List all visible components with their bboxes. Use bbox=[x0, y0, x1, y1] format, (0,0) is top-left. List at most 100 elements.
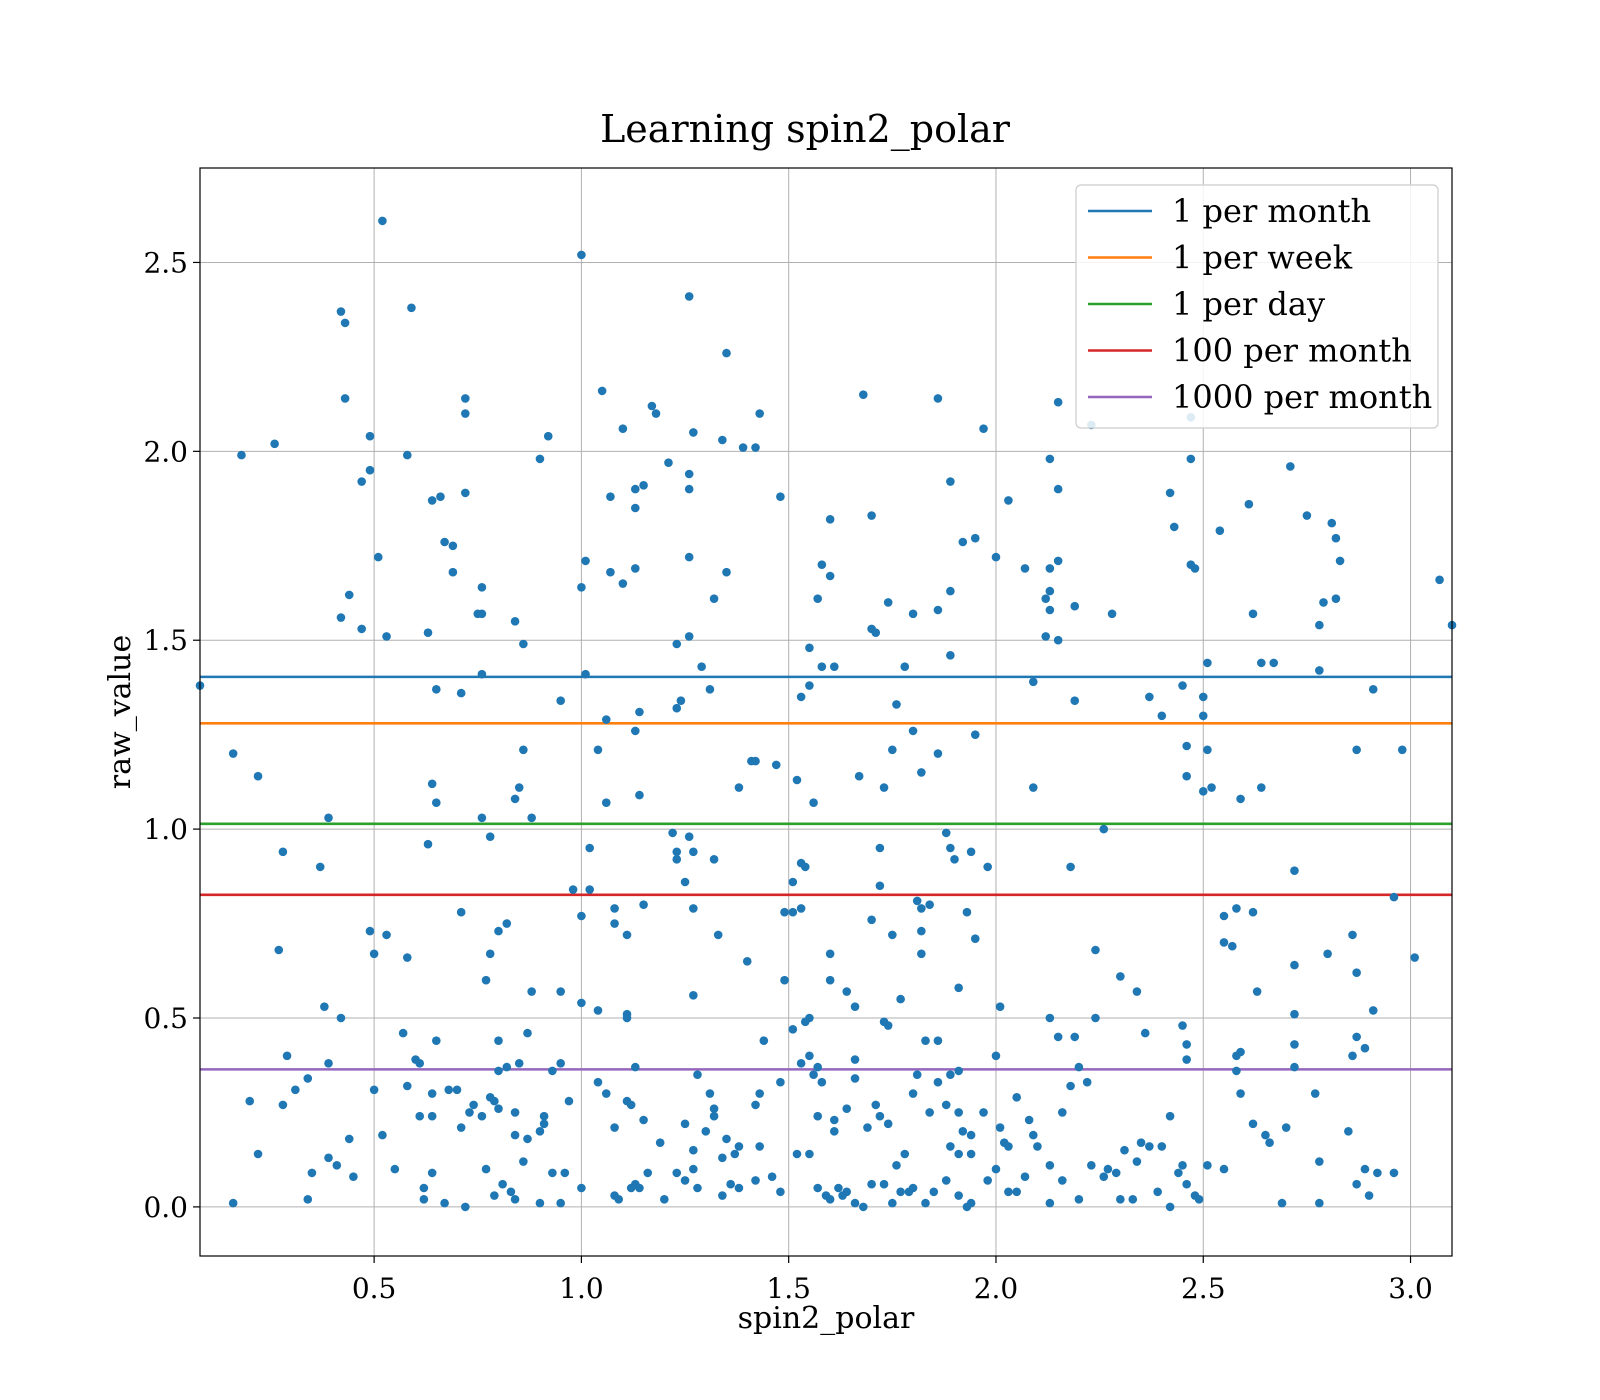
scatter-point bbox=[672, 1168, 682, 1178]
scatter-point bbox=[1045, 605, 1055, 615]
scatter-point bbox=[560, 1168, 570, 1178]
scatter-point bbox=[751, 443, 760, 452]
scatter-point bbox=[1360, 1043, 1370, 1053]
scatter-point bbox=[672, 847, 682, 857]
scatter-point bbox=[639, 900, 648, 909]
scatter-point bbox=[481, 1164, 491, 1174]
scatter-point bbox=[1107, 609, 1117, 619]
scatter-point bbox=[776, 1187, 785, 1197]
scatter-point bbox=[494, 1036, 503, 1045]
scatter-point bbox=[610, 919, 619, 928]
scatter-point bbox=[850, 1055, 860, 1064]
scatter-point bbox=[1045, 1013, 1055, 1023]
scatter-point bbox=[477, 669, 487, 679]
scatter-point bbox=[1194, 1195, 1204, 1204]
scatter-point bbox=[738, 443, 748, 452]
scatter-point bbox=[548, 1168, 557, 1178]
scatter-point bbox=[958, 537, 968, 547]
scatter-point bbox=[535, 454, 545, 464]
scatter-point bbox=[941, 1100, 951, 1110]
scatter-point bbox=[419, 1195, 429, 1204]
scatter-point bbox=[672, 855, 682, 864]
scatter-point bbox=[1103, 1164, 1113, 1174]
reference-lines bbox=[200, 675, 1452, 1071]
scatter-point bbox=[1165, 1111, 1175, 1121]
scatter-point bbox=[427, 1111, 437, 1121]
scatter-point bbox=[1136, 1138, 1146, 1147]
scatter-point bbox=[970, 533, 980, 543]
scatter-point bbox=[1352, 1179, 1361, 1189]
scatter-point bbox=[336, 613, 346, 622]
scatter-point bbox=[829, 1115, 839, 1125]
scatter-point bbox=[842, 1187, 852, 1197]
scatter-point bbox=[1281, 1123, 1291, 1132]
scatter-point bbox=[995, 1123, 1005, 1132]
scatter-point bbox=[734, 1183, 744, 1193]
scatter-point bbox=[1045, 564, 1055, 573]
scatter-point bbox=[485, 832, 495, 841]
scatter-point bbox=[1028, 1130, 1038, 1140]
scatter-point bbox=[1028, 677, 1038, 687]
scatter-point bbox=[382, 930, 391, 940]
scatter-point bbox=[1348, 930, 1357, 940]
scatter-point bbox=[635, 1183, 644, 1193]
scatter-point bbox=[991, 1164, 1001, 1174]
scatter-point bbox=[519, 639, 528, 649]
scatter-point bbox=[1091, 1013, 1100, 1023]
scatter-point bbox=[630, 1062, 640, 1072]
scatter-point bbox=[1219, 911, 1229, 921]
scatter-point bbox=[307, 1168, 317, 1178]
scatter-point bbox=[1087, 1161, 1096, 1170]
scatter-point bbox=[1219, 1164, 1229, 1174]
scatter-point bbox=[921, 1036, 930, 1045]
legend-label: 1000 per month bbox=[1172, 378, 1432, 416]
scatter-point bbox=[365, 431, 375, 441]
scatter-point bbox=[1091, 945, 1100, 955]
scatter-point bbox=[1099, 824, 1109, 834]
scatter-point bbox=[506, 1187, 516, 1197]
scatter-point bbox=[966, 1149, 976, 1159]
scatter-point bbox=[585, 885, 594, 894]
scatter-point bbox=[556, 1059, 565, 1068]
scatter-point bbox=[1310, 1089, 1320, 1098]
scatter-point bbox=[788, 1025, 798, 1034]
scatter-point bbox=[742, 957, 752, 966]
scatter-point bbox=[1290, 866, 1299, 875]
scatter-point bbox=[933, 394, 943, 403]
scatter-point bbox=[340, 318, 350, 328]
scatter-point bbox=[805, 681, 814, 690]
scatter-point bbox=[896, 994, 905, 1004]
scatter-point bbox=[630, 484, 640, 494]
scatter-point bbox=[722, 1134, 731, 1144]
scatter-point bbox=[461, 1202, 470, 1212]
scatter-point bbox=[1265, 1138, 1274, 1147]
scatter-point bbox=[490, 1096, 499, 1106]
scatter-point bbox=[867, 1179, 876, 1189]
scatter-point bbox=[581, 669, 590, 679]
scatter-point bbox=[705, 1089, 715, 1098]
scatter-point bbox=[253, 771, 263, 781]
scatter-point bbox=[1058, 1176, 1067, 1185]
scatter-point bbox=[755, 1142, 764, 1151]
scatter-point bbox=[722, 567, 731, 577]
scatter-point bbox=[382, 632, 391, 641]
scatter-point bbox=[539, 1119, 549, 1129]
scatter-point bbox=[991, 552, 1001, 562]
scatter-point bbox=[1074, 1062, 1084, 1072]
scatter-point bbox=[875, 843, 885, 853]
scatter-point bbox=[767, 1172, 777, 1181]
scatter-point bbox=[1165, 1202, 1175, 1212]
scatter-point bbox=[577, 250, 586, 260]
scatter-point bbox=[751, 1176, 760, 1185]
scatter-point bbox=[921, 1198, 930, 1208]
scatter-point bbox=[523, 1134, 532, 1144]
scatter-point bbox=[228, 749, 238, 758]
scatter-point bbox=[1041, 632, 1051, 641]
scatter-point bbox=[983, 1176, 992, 1185]
scatter-point bbox=[917, 926, 926, 936]
y-tick-label: 1.0 bbox=[143, 813, 188, 846]
scatter-point bbox=[432, 685, 441, 694]
scatter-point bbox=[456, 1123, 466, 1132]
scatter-point bbox=[908, 1089, 918, 1098]
scatter-point bbox=[556, 987, 565, 996]
